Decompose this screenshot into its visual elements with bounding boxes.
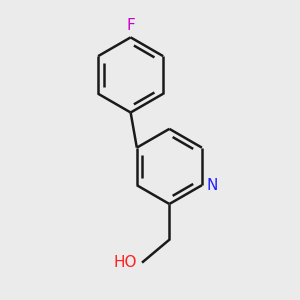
- Text: F: F: [126, 18, 135, 33]
- Text: HO: HO: [114, 255, 137, 270]
- Text: N: N: [207, 178, 218, 193]
